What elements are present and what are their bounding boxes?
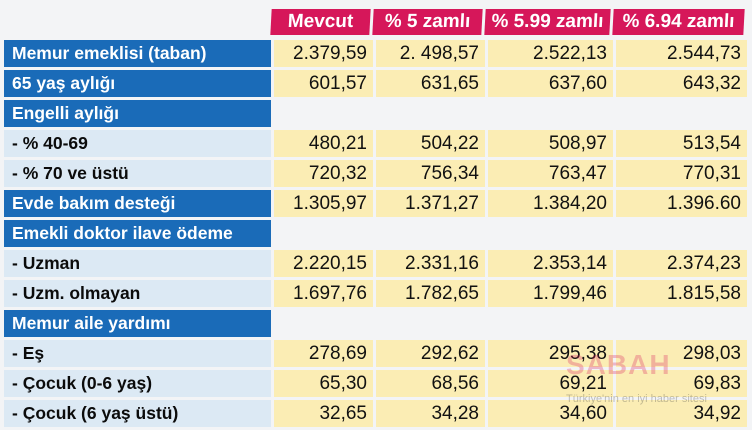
table-row: - Uzman 2.220,15 2.331,16 2.353,14 2.374,23 bbox=[4, 250, 750, 277]
table-row: 65 yaş aylığı 601,57 631,65 637,60 643,32 bbox=[4, 70, 750, 97]
row-label: - Çocuk (6 yaş üstü) bbox=[4, 400, 271, 427]
value-cell: 1.384,20 bbox=[488, 190, 613, 217]
column-header-5-99-zamli: % 5.99 zamlı bbox=[484, 9, 611, 35]
value-cell: 1.396.60 bbox=[616, 190, 747, 217]
value-cell: 1.697,76 bbox=[274, 280, 373, 307]
value-cell bbox=[488, 100, 613, 127]
header-spacer bbox=[4, 9, 271, 35]
value-cell bbox=[488, 310, 613, 337]
column-header-5-zamli: % 5 zamlı bbox=[372, 9, 483, 35]
row-label: Evde bakım desteği bbox=[4, 190, 271, 217]
value-cell bbox=[616, 220, 747, 247]
value-cell: 1.815,58 bbox=[616, 280, 747, 307]
value-cell: 34,28 bbox=[376, 400, 485, 427]
row-label: - Çocuk (0-6 yaş) bbox=[4, 370, 271, 397]
column-header-6-94-zamli: % 6.94 zamlı bbox=[612, 9, 745, 35]
value-cell: 2.331,16 bbox=[376, 250, 485, 277]
table-row: Memur emeklisi (taban) 2.379,59 2. 498,57 2… bbox=[4, 40, 750, 67]
value-cell: 2.379,59 bbox=[274, 40, 373, 67]
value-cell: 763,47 bbox=[488, 160, 613, 187]
value-cell: 756,34 bbox=[376, 160, 485, 187]
value-cell bbox=[274, 310, 373, 337]
table-row: - Eş 278,69 292,62 295,38 298,03 bbox=[4, 340, 750, 367]
value-cell: 34,92 bbox=[616, 400, 747, 427]
value-cell: 1.782,65 bbox=[376, 280, 485, 307]
table-row: Memur aile yardımı bbox=[4, 310, 750, 337]
value-cell: 631,65 bbox=[376, 70, 485, 97]
value-cell: 601,57 bbox=[274, 70, 373, 97]
table-row: - Çocuk (6 yaş üstü) 32,65 34,28 34,60 34,92 bbox=[4, 400, 750, 427]
table-row: Engelli aylığı bbox=[4, 100, 750, 127]
value-cell: 69,21 bbox=[488, 370, 613, 397]
table-row: - Uzm. olmayan 1.697,76 1.782,65 1.799,46 1.… bbox=[4, 280, 750, 307]
row-label: - Uzman bbox=[4, 250, 271, 277]
value-cell bbox=[616, 100, 747, 127]
value-cell: 2.544,73 bbox=[616, 40, 747, 67]
value-cell: 1.305,97 bbox=[274, 190, 373, 217]
value-cell bbox=[274, 100, 373, 127]
row-label: 65 yaş aylığı bbox=[4, 70, 271, 97]
table-row: Evde bakım desteği 1.305,97 1.371,27 1.384,… bbox=[4, 190, 750, 217]
value-cell bbox=[488, 220, 613, 247]
table-row: - % 70 ve üstü 720,32 756,34 763,47 770,31 bbox=[4, 160, 750, 187]
row-label: Engelli aylığı bbox=[4, 100, 271, 127]
value-cell: 770,31 bbox=[616, 160, 747, 187]
row-label: - Uzm. olmayan bbox=[4, 280, 271, 307]
value-cell: 2.353,14 bbox=[488, 250, 613, 277]
value-cell: 65,30 bbox=[274, 370, 373, 397]
value-cell: 32,65 bbox=[274, 400, 373, 427]
value-cell bbox=[376, 220, 485, 247]
row-label: - % 40-69 bbox=[4, 130, 271, 157]
value-cell: 643,32 bbox=[616, 70, 747, 97]
value-cell: 508,97 bbox=[488, 130, 613, 157]
value-cell: 298,03 bbox=[616, 340, 747, 367]
value-cell: 504,22 bbox=[376, 130, 485, 157]
value-cell: 720,32 bbox=[274, 160, 373, 187]
value-cell: 69,83 bbox=[616, 370, 747, 397]
value-cell: 2.522,13 bbox=[488, 40, 613, 67]
row-label: Memur aile yardımı bbox=[4, 310, 271, 337]
value-cell: 1.371,27 bbox=[376, 190, 485, 217]
row-label: - Eş bbox=[4, 340, 271, 367]
value-cell: 295,38 bbox=[488, 340, 613, 367]
row-label: Memur emeklisi (taban) bbox=[4, 40, 271, 67]
table-body: Memur emeklisi (taban) 2.379,59 2. 498,57 2… bbox=[4, 40, 750, 427]
table-row: - Çocuk (0-6 yaş) 65,30 68,56 69,21 69,83 bbox=[4, 370, 750, 397]
value-cell bbox=[376, 310, 485, 337]
table-row: - % 40-69 480,21 504,22 508,97 513,54 bbox=[4, 130, 750, 157]
row-label: - % 70 ve üstü bbox=[4, 160, 271, 187]
value-cell: 34,60 bbox=[488, 400, 613, 427]
row-label: Emekli doktor ilave ödeme bbox=[4, 220, 271, 247]
salary-table: Mevcut % 5 zamlı % 5.99 zamlı % 6.94 zam… bbox=[4, 9, 750, 430]
value-cell: 2. 498,57 bbox=[376, 40, 485, 67]
value-cell bbox=[274, 220, 373, 247]
value-cell: 637,60 bbox=[488, 70, 613, 97]
value-cell: 1.799,46 bbox=[488, 280, 613, 307]
value-cell bbox=[616, 310, 747, 337]
value-cell bbox=[376, 100, 485, 127]
value-cell: 278,69 bbox=[274, 340, 373, 367]
value-cell: 480,21 bbox=[274, 130, 373, 157]
value-cell: 2.220,15 bbox=[274, 250, 373, 277]
column-header-mevcut: Mevcut bbox=[270, 9, 371, 35]
table-row: Emekli doktor ilave ödeme bbox=[4, 220, 750, 247]
value-cell: 2.374,23 bbox=[616, 250, 747, 277]
value-cell: 68,56 bbox=[376, 370, 485, 397]
value-cell: 292,62 bbox=[376, 340, 485, 367]
table-header: Mevcut % 5 zamlı % 5.99 zamlı % 6.94 zam… bbox=[4, 9, 750, 35]
value-cell: 513,54 bbox=[616, 130, 747, 157]
